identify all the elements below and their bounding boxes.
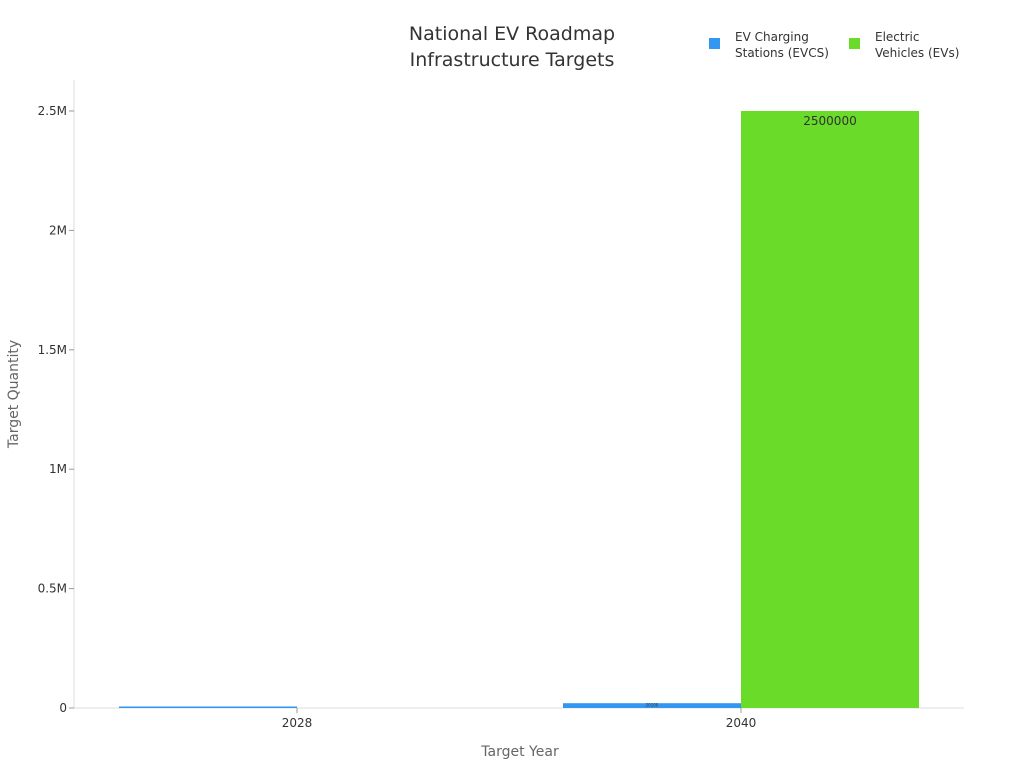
legend-swatch — [709, 38, 720, 49]
y-axis-label: Target Quantity — [6, 340, 22, 449]
legend-swatch — [849, 38, 860, 49]
legend-label: Stations (EVCS) — [735, 46, 829, 60]
x-axis-label: Target Year — [480, 744, 559, 760]
bar-evcs-2028[interactable] — [119, 706, 297, 709]
bar-data-label: 20100 — [646, 703, 659, 708]
legend-label: EV Charging — [735, 30, 809, 44]
chart-title-line2: Infrastructure Targets — [410, 49, 615, 71]
bar-evs-2040[interactable] — [741, 111, 919, 708]
chart-title-line1: National EV Roadmap — [409, 23, 615, 45]
legend-label: Vehicles (EVs) — [875, 46, 959, 60]
x-tick-label: 2028 — [282, 716, 313, 730]
y-tick-label: 2.5M — [38, 104, 67, 118]
y-tick-label: 1M — [49, 462, 67, 476]
y-tick-label: 2M — [49, 223, 67, 237]
legend-label: Electric — [875, 30, 919, 44]
y-tick-label: 0 — [59, 701, 67, 715]
bar-data-label: 2500000 — [803, 114, 856, 128]
y-tick-label: 1.5M — [38, 343, 67, 357]
y-tick-label: 0.5M — [38, 582, 67, 596]
bar-evcs-2040[interactable] — [563, 703, 741, 708]
x-tick-label: 2040 — [726, 716, 757, 730]
